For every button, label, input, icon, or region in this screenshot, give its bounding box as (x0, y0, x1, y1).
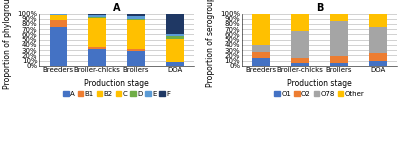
Bar (330, 56, 348, 63)
Bar (127, 48, 145, 49)
X-axis label: Production stage: Production stage (287, 79, 352, 88)
Legend: A, B1, B2, C, D, E, F: A, B1, B2, C, D, E, F (60, 88, 173, 100)
Legend: O1, O2, O78, Other: O1, O2, O78, Other (272, 88, 367, 100)
Bar (166, 62, 184, 66)
Bar (88, 14, 106, 15)
Bar (50, 14, 67, 15)
Bar (127, 49, 145, 51)
Bar (252, 45, 270, 52)
Bar (291, 14, 309, 31)
Bar (291, 31, 309, 58)
Bar (127, 51, 145, 66)
Bar (127, 20, 145, 48)
Bar (50, 18, 67, 20)
Bar (127, 16, 145, 19)
Bar (252, 14, 270, 45)
Bar (369, 14, 386, 27)
Bar (88, 18, 106, 47)
Bar (166, 36, 184, 39)
Bar (369, 61, 386, 66)
Bar (50, 27, 67, 66)
Bar (291, 63, 309, 66)
Bar (127, 19, 145, 20)
Bar (252, 52, 270, 58)
Title: A: A (113, 3, 120, 13)
Bar (330, 63, 348, 66)
Y-axis label: Proportion of serogroups: Proportion of serogroups (206, 0, 214, 87)
Bar (88, 48, 106, 66)
Bar (369, 53, 386, 61)
Bar (50, 20, 67, 27)
Bar (127, 14, 145, 16)
Bar (166, 14, 184, 34)
Title: B: B (316, 3, 323, 13)
Y-axis label: Proportion of phylogroups: Proportion of phylogroups (3, 0, 12, 89)
X-axis label: Production stage: Production stage (84, 79, 149, 88)
Bar (50, 15, 67, 18)
Bar (88, 17, 106, 18)
Bar (88, 15, 106, 17)
Bar (252, 58, 270, 66)
Bar (88, 47, 106, 48)
Bar (330, 21, 348, 56)
Bar (166, 39, 184, 62)
Bar (291, 58, 309, 63)
Bar (369, 27, 386, 53)
Bar (166, 34, 184, 36)
Bar (330, 14, 348, 21)
